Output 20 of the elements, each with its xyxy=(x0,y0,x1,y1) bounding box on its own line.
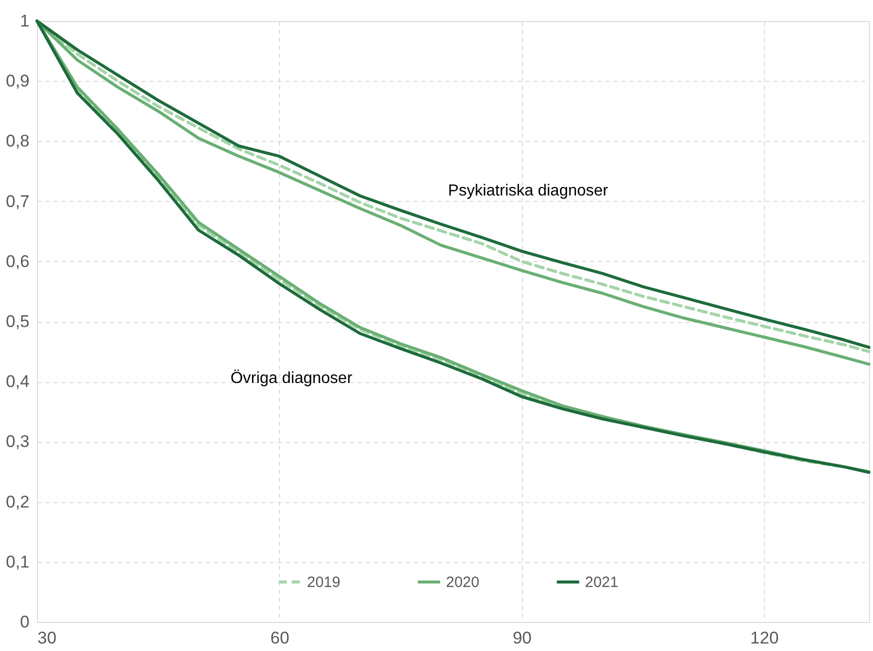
x-tick-label: 60 xyxy=(270,628,290,648)
y-tick-label: 0,1 xyxy=(6,552,30,572)
y-tick-label: 0,8 xyxy=(6,132,30,151)
x-tick-label: 90 xyxy=(512,628,532,648)
legend-label: 2019 xyxy=(307,574,340,591)
y-tick-label: 0,2 xyxy=(6,492,30,512)
y-tick-label: 0,3 xyxy=(6,432,30,452)
annotation: Psykiatriska diagnoser xyxy=(448,182,609,200)
x-tick-label: 30 xyxy=(38,628,56,648)
y-tick-label: 0,9 xyxy=(6,72,30,91)
y-tick-label: 0,5 xyxy=(6,312,30,331)
annotation: Övriga diagnoser xyxy=(230,369,353,387)
y-tick-label: 0 xyxy=(20,612,30,632)
y-tick-label: 1 xyxy=(20,12,30,30)
y-tick-label: 0,7 xyxy=(6,192,30,211)
y-tick-label: 0,6 xyxy=(6,252,30,271)
x-tick-label: 120 xyxy=(750,628,779,648)
y-tick-label: 0,4 xyxy=(6,372,30,392)
legend-label: 2020 xyxy=(446,574,480,591)
legend-label: 2021 xyxy=(585,574,618,591)
